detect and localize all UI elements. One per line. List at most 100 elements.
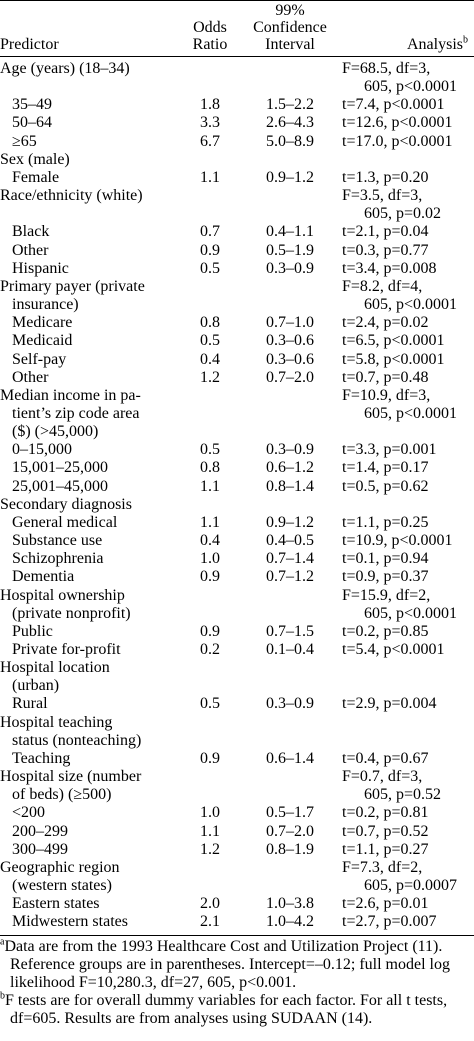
predictor-cell: Rural <box>0 695 180 713</box>
header-confidence-interval: 99% Confidence Interval <box>253 2 327 53</box>
footnote-mark: b <box>0 990 5 1002</box>
analysis-cell: t=17.0, p<0.0001 <box>340 133 474 151</box>
predictor-cell: Hospital location (urban) <box>0 659 180 695</box>
confidence-interval-cell: 0.5–1.9 <box>266 241 314 259</box>
predictor-label: ≥65 <box>12 132 37 150</box>
predictor-label: Other <box>12 368 49 386</box>
odds-ratio-table: Predictor Odds Ratio 99% Confidence Inte… <box>0 2 474 931</box>
odds-ratio-cell: 0.5 <box>200 441 220 459</box>
analysis-cell <box>340 496 474 514</box>
confidence-interval-cell <box>240 496 340 514</box>
table-row: Public 0.9 0.7–1.5 t=0.2, p=0.85 <box>0 623 474 641</box>
analysis-text: t=0.4, p=0.67 <box>342 749 429 767</box>
confidence-interval-cell: 0.9–1.2 <box>266 168 314 186</box>
footnote-line: likelihood F=10,280.3, df=27, 605, p<0.0… <box>10 974 297 991</box>
odds-ratio-cell: 0.9 <box>200 749 220 767</box>
confidence-interval-cell <box>240 151 340 169</box>
analysis-text: t=3.4, p=0.008 <box>342 259 437 277</box>
analysis-text: t=1.3, p=0.20 <box>342 168 429 186</box>
odds-ratio-cell <box>180 151 240 169</box>
analysis-cell: F=8.2, df=4, 605, p<0.0001 <box>340 278 474 314</box>
confidence-interval-cell: 0.7–1.2 <box>266 568 314 586</box>
footnotes: aData are from the 1993 Healthcare Cost … <box>0 936 474 1028</box>
confidence-interval-cell: 0.3–0.9 <box>266 695 314 713</box>
footnote-text: Data are from the 1993 Healthcare Cost a… <box>4 938 443 955</box>
table-row: Primary payer (private insurance) F=8.2, d… <box>0 278 474 314</box>
predictor-label: 200–299 <box>12 822 68 840</box>
analysis-cell: t=5.4, p<0.0001 <box>340 641 474 659</box>
analysis-cell: F=0.7, df=3, 605, p=0.52 <box>340 768 474 804</box>
table-row: 35–49 1.8 1.5–2.2 t=7.4, p<0.0001 <box>0 96 474 114</box>
odds-ratio-cell: 0.8 <box>200 459 220 477</box>
predictor-cell: Median income in pa-tient’s zip code are… <box>0 387 180 441</box>
odds-ratio-cell: 1.0 <box>200 550 220 568</box>
analysis-text: F=68.5, df=3, <box>342 60 431 77</box>
odds-ratio-cell: 0.9 <box>200 622 220 640</box>
analysis-text: t=3.3, p=0.001 <box>342 441 437 459</box>
predictor-cell: Medicare <box>0 314 180 332</box>
confidence-interval-cell: 0.7–2.0 <box>266 822 314 840</box>
analysis-cell: t=3.3, p=0.001 <box>340 441 474 459</box>
predictor-label: (urban) <box>12 677 60 695</box>
analysis-cell: t=0.5, p=0.62 <box>340 478 474 496</box>
table-row: 50–64 3.3 2.6–4.3 t=12.6, p<0.0001 <box>0 114 474 132</box>
table-row: 300–499 1.2 0.8–1.9 t=1.1, p=0.27 <box>0 841 474 859</box>
analysis-text: t=0.2, p=0.85 <box>342 622 429 640</box>
predictor-cell: Hospital teaching status (nonteaching) <box>0 714 180 750</box>
odds-ratio-cell <box>180 714 240 750</box>
predictor-label: (private nonprofit) <box>12 604 131 622</box>
predictor-cell: Hospital ownership (private nonprofit) <box>0 587 180 623</box>
table-row: Other 0.9 0.5–1.9 t=0.3, p=0.77 <box>0 242 474 260</box>
analysis-text: F=7.3, df=2, <box>342 858 423 876</box>
analysis-cell: t=1.1, p=0.25 <box>340 514 474 532</box>
analysis-text: t=5.8, p<0.0001 <box>342 350 445 368</box>
header-analysis: Analysisb <box>407 34 468 53</box>
analysis-cell: t=1.1, p=0.27 <box>340 841 474 859</box>
confidence-interval-cell: 0.4–1.1 <box>266 223 314 241</box>
analysis-cell: t=2.9, p=0.004 <box>340 695 474 713</box>
analysis-cell: t=6.5, p<0.0001 <box>340 332 474 350</box>
table-row: Midwestern states 2.1 1.0–4.2 t=2.7, p=0.00… <box>0 913 474 931</box>
predictor-label: ($) (>45,000) <box>12 423 99 441</box>
odds-ratio-cell: 3.3 <box>200 114 220 132</box>
confidence-interval-cell: 0.3–0.9 <box>266 441 314 459</box>
footnote-mark: a <box>0 936 5 948</box>
predictor-cell: Eastern states <box>0 895 180 913</box>
confidence-interval-cell: 0.3–0.9 <box>266 259 314 277</box>
predictor-label: Schizophrenia <box>12 550 104 568</box>
confidence-interval-cell <box>240 859 340 895</box>
predictor-label: of beds) (≥500) <box>12 786 112 804</box>
confidence-interval-cell: 0.3–0.6 <box>266 332 314 350</box>
odds-ratio-cell: 1.2 <box>200 368 220 386</box>
predictor-label: Hospital size (number <box>0 768 142 786</box>
predictor-label: Public <box>12 622 53 640</box>
predictor-cell: Midwestern states <box>0 913 180 931</box>
odds-ratio-cell: 1.0 <box>200 804 220 822</box>
analysis-cell: F=10.9, df=3, 605, p<0.0001 <box>340 387 474 441</box>
confidence-interval-cell: 0.8–1.9 <box>266 840 314 858</box>
odds-ratio-cell <box>180 187 240 223</box>
table-row: Secondary diagnosis <box>0 496 474 514</box>
confidence-interval-cell: 0.6–1.2 <box>266 459 314 477</box>
table-row: Hospital ownership (private nonprofit) F=1… <box>0 587 474 623</box>
predictor-cell: 35–49 <box>0 96 180 114</box>
predictor-label: Substance use <box>12 532 103 550</box>
analysis-cell: t=12.6, p<0.0001 <box>340 114 474 132</box>
confidence-interval-cell: 0.7–1.5 <box>266 622 314 640</box>
predictor-label: Teaching <box>12 749 71 767</box>
analysis-cell: F=7.3, df=2, 605, p=0.0007 <box>340 859 474 895</box>
odds-ratio-cell: 1.1 <box>200 477 220 495</box>
footnote-line: df=605. Results are from analyses using … <box>10 1010 373 1027</box>
analysis-cell: t=7.4, p<0.0001 <box>340 96 474 114</box>
predictor-cell: Age (years) (18–34) <box>0 55 180 96</box>
predictor-label: Eastern states <box>12 895 100 913</box>
predictor-cell: Teaching <box>0 750 180 768</box>
odds-ratio-cell: 1.1 <box>200 513 220 531</box>
confidence-interval-cell: 1.0–3.8 <box>266 895 314 913</box>
analysis-text: t=6.5, p<0.0001 <box>342 332 445 350</box>
header-predictor: Predictor <box>0 36 59 53</box>
confidence-interval-cell <box>240 659 340 695</box>
table-row: Medicaid 0.5 0.3–0.6 t=6.5, p<0.0001 <box>0 332 474 350</box>
table-row: Black 0.7 0.4–1.1 t=2.1, p=0.04 <box>0 223 474 241</box>
table-row: Private for-profit 0.2 0.1–0.4 t=5.4, p<0.0… <box>0 641 474 659</box>
